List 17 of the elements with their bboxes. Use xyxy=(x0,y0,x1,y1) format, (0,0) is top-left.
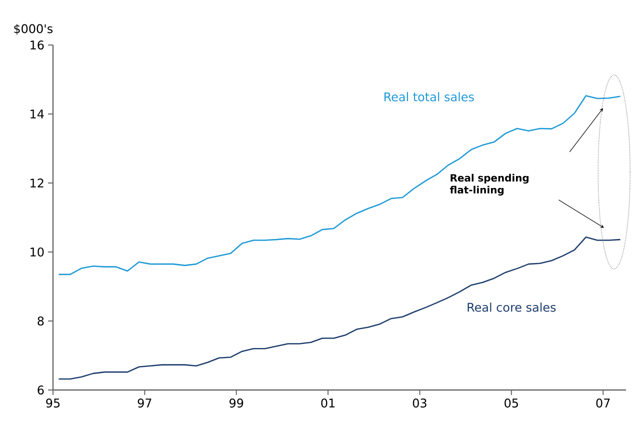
y-tick-label: 6 xyxy=(38,385,44,395)
x-tick-label: 99 xyxy=(230,398,244,408)
y-tick-label: 16 xyxy=(30,40,44,50)
text: Real total sales xyxy=(384,92,474,102)
y-tick-label: 8 xyxy=(38,316,44,326)
x-tick-label: 05 xyxy=(504,398,518,408)
y-tick-label: 10 xyxy=(30,247,44,257)
annotation: Real spending flat-lining xyxy=(450,174,529,196)
x-tick-label: 07 xyxy=(596,398,610,408)
x-tick-label: 01 xyxy=(321,398,335,408)
x-tick-label: 97 xyxy=(138,398,152,408)
y-tick-label: 14 xyxy=(30,110,44,118)
y-tick-label: 12 xyxy=(30,178,44,188)
series-label: Real core sales xyxy=(468,302,556,312)
x-tick-label: 03 xyxy=(412,398,426,408)
x-tick-label: 95 xyxy=(46,398,60,408)
y-axis-title: $000's xyxy=(14,24,53,35)
